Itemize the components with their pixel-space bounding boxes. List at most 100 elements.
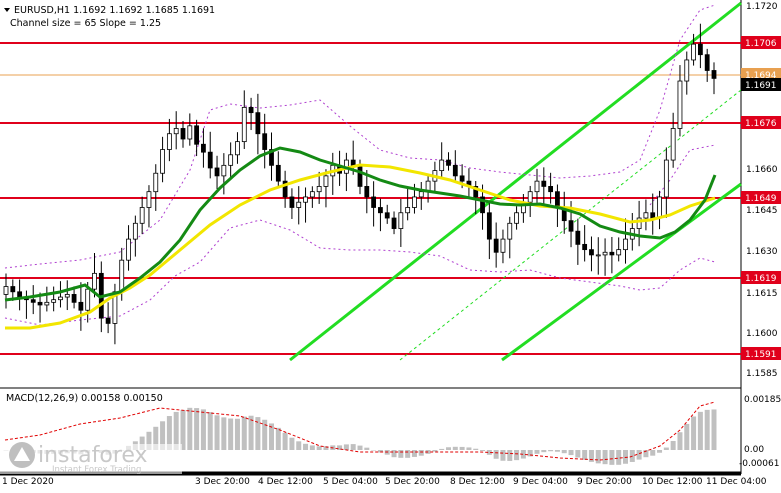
candle-body	[160, 149, 165, 174]
macd-bar	[432, 450, 438, 452]
macd-bar	[493, 450, 499, 459]
candle-body	[677, 80, 683, 129]
macd-bar	[200, 409, 206, 450]
candle-body	[493, 238, 499, 253]
current-price-label: 1.1691	[745, 81, 777, 91]
candle-body	[235, 141, 240, 156]
candle-body	[446, 159, 451, 166]
dropdown-triangle-icon[interactable]	[4, 8, 10, 12]
candle-body	[3, 286, 9, 295]
candle-body	[296, 201, 302, 208]
channel-upper-line	[289, 1, 742, 362]
macd-bar	[459, 446, 465, 450]
candle-body	[609, 251, 615, 256]
macd-bar	[398, 450, 404, 458]
level-label-1706: 1.1706	[745, 39, 777, 49]
macd-bar	[234, 418, 240, 450]
candle-body	[684, 59, 690, 82]
channel-info-label: Channel size = 65 Slope = 1.25	[10, 18, 161, 29]
candle-body	[180, 128, 186, 140]
candle-body	[64, 294, 70, 298]
candle-body	[51, 299, 57, 303]
macd-bar	[677, 432, 683, 450]
candle-body	[85, 288, 91, 311]
macd-bar	[323, 446, 329, 450]
macd-bar	[561, 450, 567, 454]
macd-bar	[214, 415, 220, 450]
time-axis: 1 Dec 2020 3 Dec 20:00 4 Dec 12:00 5 Dec…	[2, 477, 767, 487]
price-tick-1660: 1.1660	[746, 165, 778, 175]
candle-body	[248, 106, 254, 114]
macd-bar	[452, 446, 458, 450]
candle-body	[548, 186, 554, 193]
macd-bar	[146, 431, 152, 450]
candle-body	[364, 186, 370, 198]
candle-body	[119, 259, 125, 293]
macd-bar	[303, 443, 309, 450]
macd-bar	[357, 445, 363, 450]
candle-body	[78, 301, 84, 311]
macd-bar	[180, 409, 186, 450]
candle-body	[384, 212, 390, 219]
candle-body	[691, 43, 696, 61]
candle-body	[214, 167, 220, 177]
candle-body	[194, 125, 200, 145]
macd-bar	[194, 408, 200, 450]
macd-bar	[446, 447, 451, 450]
time-label-3: 5 Dec 04:00	[323, 477, 378, 487]
macd-bar	[548, 450, 554, 452]
instaforex-watermark: instaforex Instant Forex Trading	[0, 442, 182, 475]
macd-bar	[541, 450, 547, 453]
price-tick-1645: 1.1645	[746, 206, 778, 216]
macd-bar	[480, 450, 486, 451]
candle-body	[255, 112, 261, 135]
candle-body	[92, 272, 97, 290]
macd-bar	[711, 409, 717, 450]
candle-body	[309, 191, 315, 198]
candle-body	[412, 196, 417, 208]
candle-body	[636, 217, 642, 229]
candle-body	[582, 243, 588, 251]
candle-body	[452, 164, 458, 177]
candle-body	[623, 238, 628, 251]
time-label-7: 9 Dec 20:00	[577, 477, 632, 487]
candle-body	[507, 222, 513, 240]
candle-body	[486, 212, 492, 240]
candle-body	[44, 301, 50, 306]
candle-body	[616, 249, 622, 256]
candle-body	[201, 143, 206, 153]
candle-body	[555, 191, 560, 208]
candle-body	[697, 43, 703, 56]
macd-bar	[534, 450, 540, 454]
candle-body	[459, 175, 465, 182]
price-tick-1615: 1.1615	[746, 289, 778, 299]
macd-bar	[588, 450, 594, 462]
macd-bar	[221, 417, 227, 450]
current-price-label-bg	[741, 78, 781, 91]
macd-bar	[684, 423, 690, 450]
candle-body	[541, 180, 547, 187]
candle-body	[500, 238, 506, 253]
candle-body	[480, 196, 485, 214]
macd-bar	[309, 445, 315, 450]
macd-bar	[343, 444, 349, 450]
candle-body	[126, 238, 131, 261]
candle-body	[262, 133, 268, 150]
macd-bar	[316, 446, 322, 450]
candle-body	[37, 301, 43, 306]
macd-bar	[248, 415, 254, 450]
time-label-4: 5 Dec 20:00	[385, 477, 440, 487]
watermark-tagline: Instant Forex Trading	[52, 465, 141, 475]
macd-tick-bottom: -0.00061	[739, 459, 779, 469]
candlestick-series	[3, 23, 717, 345]
candle-body	[105, 317, 111, 324]
level-label-1676-bg	[741, 116, 781, 129]
candle-body	[275, 164, 281, 182]
candle-body	[221, 164, 227, 177]
macd-signal-line	[4, 401, 716, 461]
macd-bar	[262, 419, 268, 450]
candle-body	[71, 294, 77, 303]
candle-body	[595, 254, 601, 257]
macd-bar	[241, 416, 247, 450]
candle-body	[153, 172, 159, 193]
